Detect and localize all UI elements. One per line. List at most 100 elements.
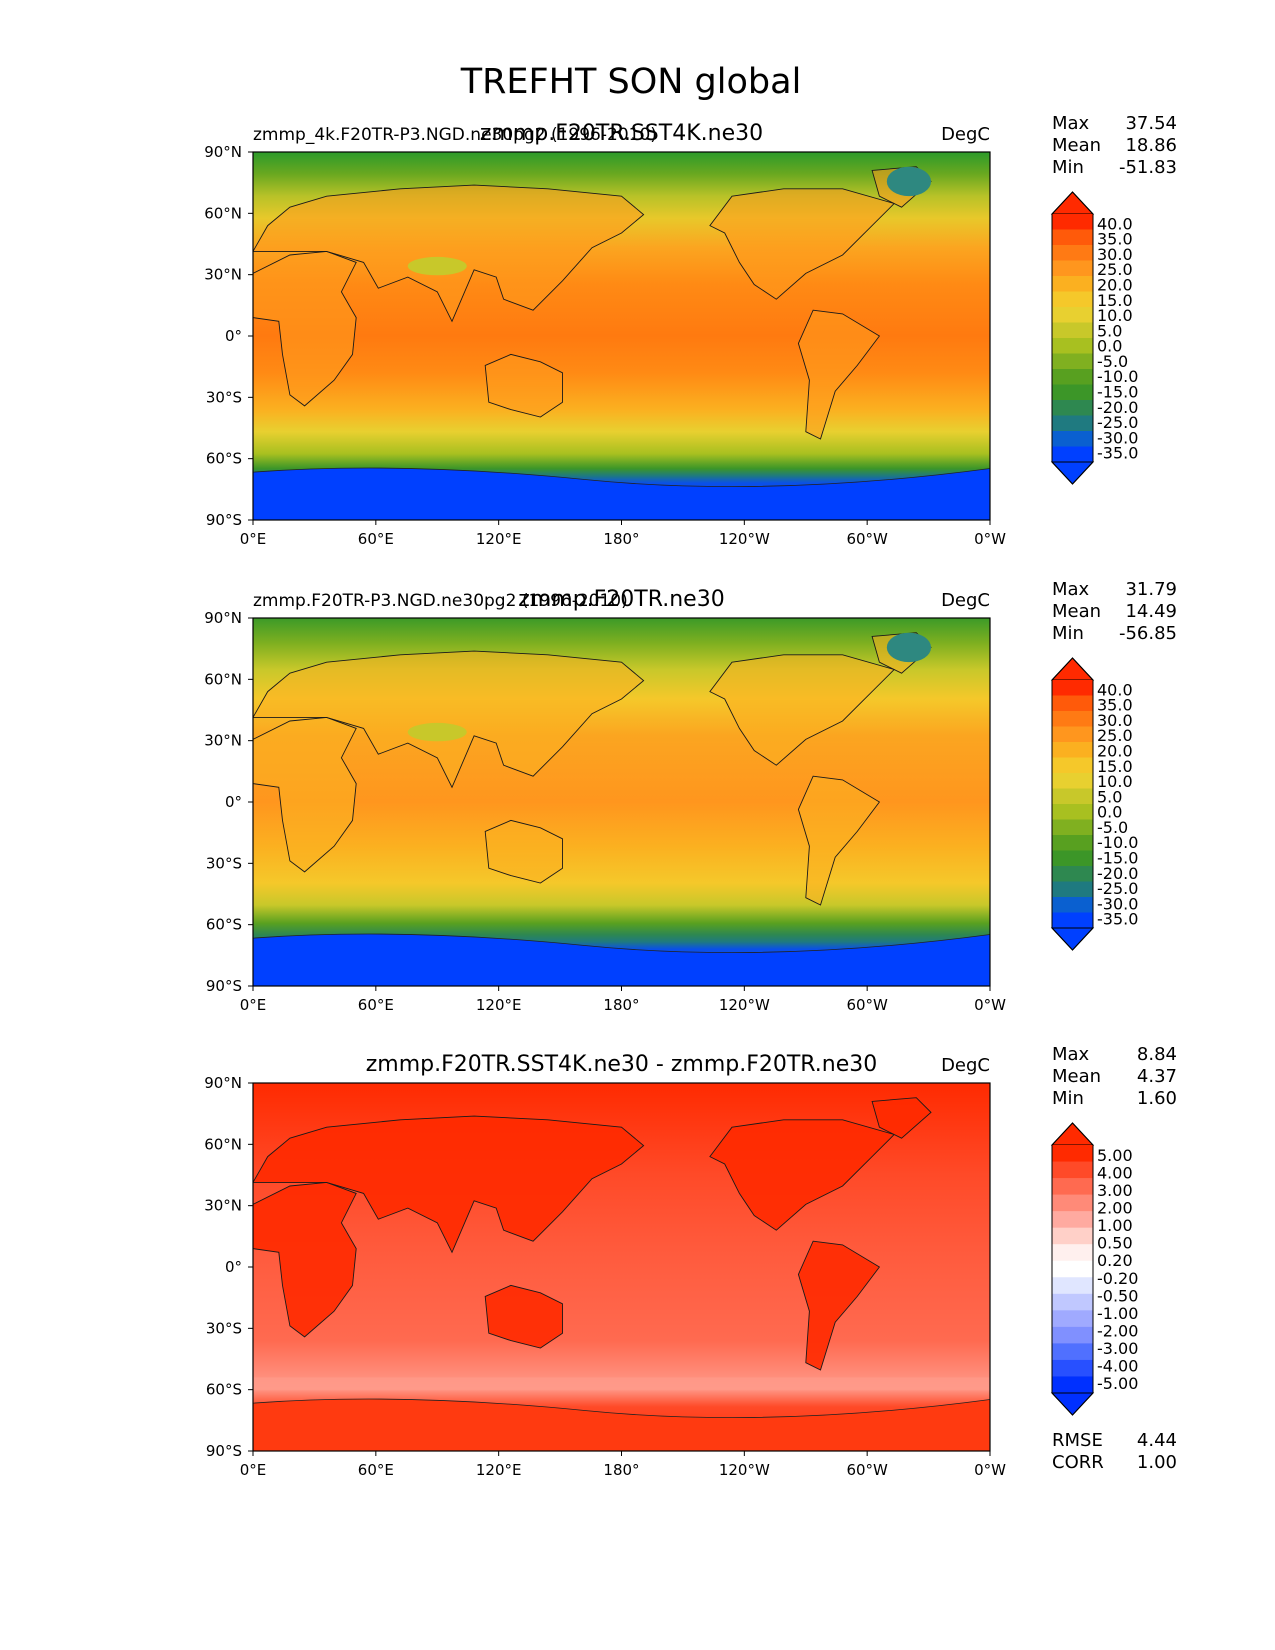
colorbar-outline bbox=[1051, 657, 1094, 951]
colorbar-segment bbox=[1052, 214, 1093, 230]
y-tick-label: 30°N bbox=[204, 732, 242, 750]
antarctica-shape bbox=[253, 933, 990, 986]
colorbar-label: -2.00 bbox=[1097, 1321, 1138, 1340]
colorbar-segment bbox=[1052, 1310, 1093, 1328]
colorbar: 5.004.003.002.001.000.500.20-0.20-0.50-1… bbox=[1050, 1122, 1138, 1416]
y-tick-label: 90°N bbox=[204, 143, 242, 161]
colorbar-bottom-arrow bbox=[1050, 1392, 1095, 1416]
map-features bbox=[253, 166, 990, 520]
colorbar-label: 20.0 bbox=[1097, 275, 1133, 294]
x-tick-label: 120°E bbox=[476, 996, 522, 1014]
colorbar-label: -35.0 bbox=[1097, 444, 1138, 463]
colorbar: 40.035.030.025.020.015.010.05.00.0-5.0-1… bbox=[1050, 657, 1138, 951]
colorbar-segment bbox=[1052, 384, 1093, 401]
y-tick-label: 60°N bbox=[204, 204, 242, 222]
colorbar-label: -25.0 bbox=[1097, 879, 1138, 898]
y-tick-label: 30°S bbox=[206, 388, 242, 406]
continent-outline bbox=[484, 819, 563, 884]
colorbar-label: -25.0 bbox=[1097, 413, 1138, 432]
x-tick-label: 120°W bbox=[719, 530, 770, 548]
colorbar-label: -15.0 bbox=[1097, 849, 1138, 868]
colorbar-segment bbox=[1052, 1343, 1093, 1361]
colorbar-label: 5.00 bbox=[1097, 1146, 1133, 1165]
colorbar-segment bbox=[1052, 415, 1093, 432]
colorbar-segment bbox=[1052, 757, 1093, 774]
continent-outline bbox=[253, 184, 645, 323]
colorbar-label: 40.0 bbox=[1097, 214, 1133, 233]
stat-value: 31.79 bbox=[1125, 579, 1177, 600]
stat-label: Min bbox=[1052, 1088, 1084, 1109]
figure-title: TREFHT SON global bbox=[460, 62, 802, 102]
stat-value: -56.85 bbox=[1119, 623, 1177, 644]
y-tick-label: 30°S bbox=[206, 854, 242, 872]
colorbar-segment bbox=[1052, 1227, 1093, 1245]
colorbar-label: -0.20 bbox=[1097, 1269, 1138, 1288]
colorbar-top-arrow bbox=[1050, 191, 1095, 215]
colorbar-segment bbox=[1052, 695, 1093, 712]
continent-outline bbox=[484, 353, 563, 418]
extra-stat-label: RMSE bbox=[1052, 1430, 1103, 1451]
y-tick-label: 30°N bbox=[204, 266, 242, 284]
colorbar-label: 35.0 bbox=[1097, 696, 1133, 715]
colorbar-label: 25.0 bbox=[1097, 726, 1133, 745]
colorbar-segment bbox=[1052, 773, 1093, 789]
colorbar-segment bbox=[1052, 819, 1093, 836]
colorbar-segment bbox=[1052, 322, 1093, 339]
continent-outline bbox=[709, 654, 896, 766]
colorbar-segment bbox=[1052, 897, 1093, 913]
colorbar-label: 0.0 bbox=[1097, 337, 1122, 356]
continent-outline bbox=[797, 1240, 881, 1371]
colorbar-segment bbox=[1052, 1244, 1093, 1262]
greenland-cold-spot bbox=[886, 632, 932, 663]
colorbar-label: -20.0 bbox=[1097, 398, 1138, 417]
colorbar-segment bbox=[1052, 726, 1093, 743]
colorbar-segment bbox=[1052, 866, 1093, 882]
x-tick-label: 60°E bbox=[358, 1461, 394, 1479]
y-tick-label: 0° bbox=[225, 327, 242, 345]
x-tick-label: 0°E bbox=[240, 530, 267, 548]
continent-outline bbox=[797, 775, 881, 906]
stat-label: Max bbox=[1052, 579, 1090, 600]
stat-value: 1.60 bbox=[1137, 1088, 1177, 1109]
y-tick-label: 30°S bbox=[206, 1319, 242, 1337]
colorbar-label: 4.00 bbox=[1097, 1163, 1133, 1182]
map-panel-test: 90°N 60°N 30°N 0° 30°S 60°S 90°S0°E 60°E 120°E 18… bbox=[204, 113, 1177, 548]
x-tick-label: 180° bbox=[603, 530, 639, 548]
colorbar-segment bbox=[1052, 307, 1093, 323]
antarctica-shape bbox=[253, 1398, 990, 1452]
colorbar-outline bbox=[1051, 1122, 1094, 1416]
panel-left-label: zmmp_4k.F20TR-P3.NGD.ne30pg2 (1996-2010) bbox=[253, 125, 657, 145]
colorbar-segment bbox=[1052, 881, 1093, 898]
x-tick-label: 0°E bbox=[240, 1461, 267, 1479]
x-tick-label: 60°W bbox=[846, 1461, 888, 1479]
colorbar-segment bbox=[1052, 431, 1093, 447]
colorbar-label: 2.00 bbox=[1097, 1199, 1133, 1218]
colorbar-label: -10.0 bbox=[1097, 367, 1138, 386]
colorbar-label: -5.0 bbox=[1097, 818, 1128, 837]
colorbar-segment bbox=[1052, 276, 1093, 292]
panel-units: DegC bbox=[941, 590, 990, 611]
x-tick-label: 60°E bbox=[358, 530, 394, 548]
colorbar-label: 30.0 bbox=[1097, 245, 1133, 264]
colorbar-segment bbox=[1052, 711, 1093, 727]
colorbar-label: -0.50 bbox=[1097, 1286, 1138, 1305]
colorbar-label: -5.00 bbox=[1097, 1374, 1138, 1393]
colorbar-segment bbox=[1052, 680, 1093, 696]
continent-outline bbox=[871, 1097, 932, 1139]
y-tick-label: 60°S bbox=[206, 916, 242, 934]
colorbar-segment bbox=[1052, 1194, 1093, 1212]
colorbar-label: 0.50 bbox=[1097, 1234, 1133, 1253]
continent-outline bbox=[484, 1284, 563, 1349]
continent-outline bbox=[253, 1115, 645, 1254]
y-tick-label: 60°S bbox=[206, 450, 242, 468]
colorbar-label: -30.0 bbox=[1097, 894, 1138, 913]
stat-value: 37.54 bbox=[1125, 113, 1177, 134]
y-tick-label: 0° bbox=[225, 1258, 242, 1276]
colorbar-label: 15.0 bbox=[1097, 291, 1133, 310]
x-tick-label: 120°E bbox=[476, 1461, 522, 1479]
colorbar-segment bbox=[1052, 229, 1093, 246]
stat-value: -51.83 bbox=[1119, 157, 1177, 178]
stat-label: Mean bbox=[1052, 1066, 1101, 1087]
colorbar-label: 10.0 bbox=[1097, 772, 1133, 791]
